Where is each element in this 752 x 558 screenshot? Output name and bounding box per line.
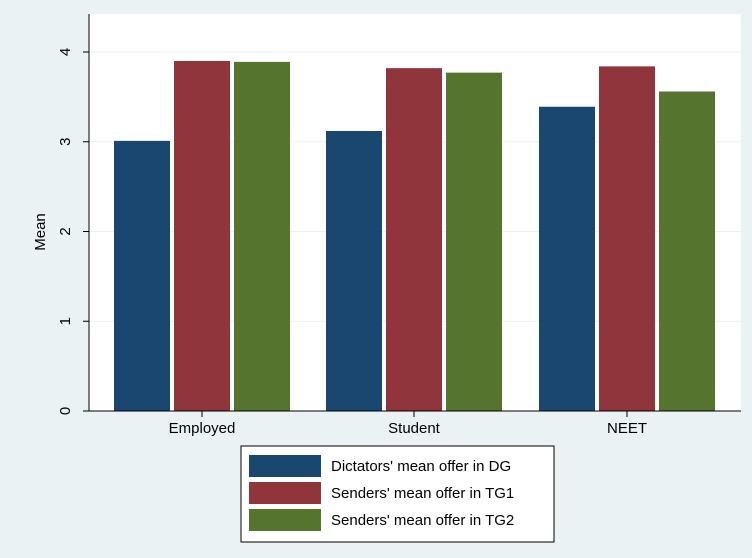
x-tick-label: Employed [169,420,236,437]
bar [659,91,715,412]
legend-swatch [249,455,321,477]
y-tick-label: 0 [57,407,74,415]
y-tick-label: 1 [57,317,74,325]
legend-label: Senders' mean offer in TG1 [331,485,514,502]
bar [326,130,382,412]
legend: Dictators' mean offer in DG Senders' mean… [240,445,555,543]
bar [114,140,170,412]
bar [539,106,595,411]
legend-swatch [249,482,321,504]
x-tick-label: Student [388,420,441,437]
y-tick-label: 4 [57,48,74,56]
bar [234,61,290,412]
axes: 0 1 2 3 4 Employed Student NEET [57,14,741,437]
x-tick-label: NEET [607,420,647,437]
bar [174,60,230,411]
legend-label: Senders' mean offer in TG2 [331,512,514,529]
legend-swatch [249,509,321,531]
bars [114,60,715,412]
legend-label: Dictators' mean offer in DG [331,458,511,475]
y-tick-label: 3 [57,138,74,146]
y-axis-title: Mean [32,213,49,251]
bar [599,66,655,412]
bar [446,72,502,411]
y-tick-label: 2 [57,227,74,235]
bar [386,68,442,411]
